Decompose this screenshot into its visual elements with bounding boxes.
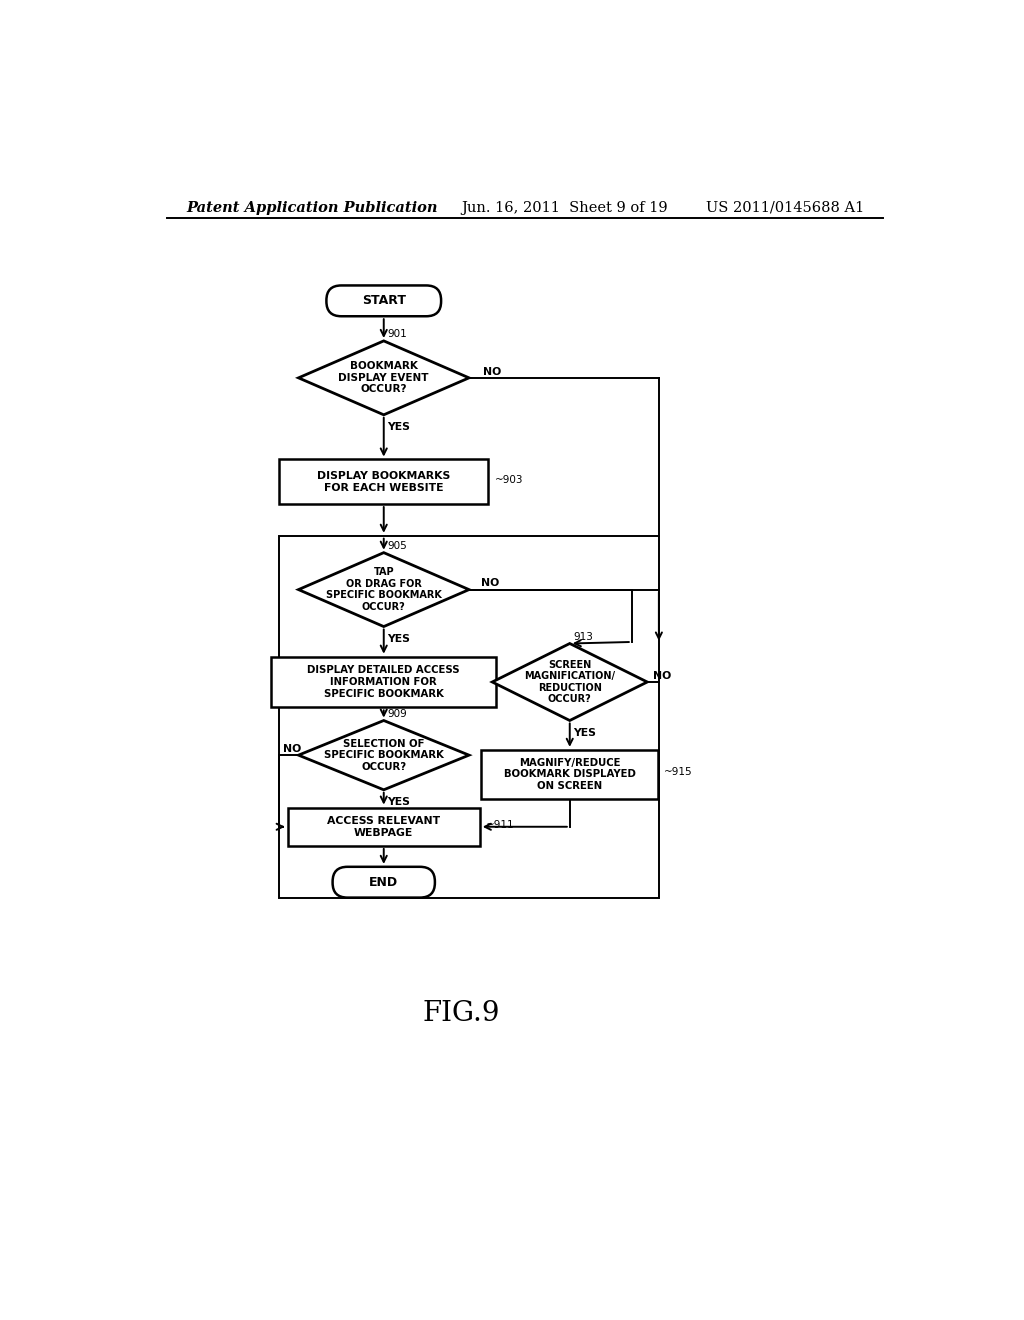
- Text: SELECTION OF
SPECIFIC BOOKMARK
OCCUR?: SELECTION OF SPECIFIC BOOKMARK OCCUR?: [324, 739, 443, 772]
- Text: 901: 901: [388, 330, 408, 339]
- Bar: [288, 808, 480, 846]
- Text: NO: NO: [653, 671, 672, 681]
- Text: YES: YES: [388, 634, 411, 644]
- Text: NO: NO: [480, 578, 499, 589]
- Text: FIG.9: FIG.9: [423, 999, 500, 1027]
- Text: ACCESS RELEVANT
WEBPAGE: ACCESS RELEVANT WEBPAGE: [328, 816, 440, 838]
- Text: TAP
OR DRAG FOR
SPECIFIC BOOKMARK
OCCUR?: TAP OR DRAG FOR SPECIFIC BOOKMARK OCCUR?: [326, 568, 441, 612]
- Text: US 2011/0145688 A1: US 2011/0145688 A1: [706, 201, 864, 215]
- Text: ~911: ~911: [486, 820, 515, 830]
- Text: MAGNIFY/REDUCE
BOOKMARK DISPLAYED
ON SCREEN: MAGNIFY/REDUCE BOOKMARK DISPLAYED ON SCR…: [504, 758, 636, 791]
- Bar: [481, 750, 658, 799]
- Polygon shape: [299, 553, 469, 627]
- Polygon shape: [299, 341, 469, 414]
- Text: SCREEN
MAGNIFICATION/
REDUCTION
OCCUR?: SCREEN MAGNIFICATION/ REDUCTION OCCUR?: [524, 660, 615, 705]
- Polygon shape: [299, 721, 469, 789]
- FancyBboxPatch shape: [327, 285, 441, 317]
- Text: Jun. 16, 2011  Sheet 9 of 19: Jun. 16, 2011 Sheet 9 of 19: [461, 201, 668, 215]
- Text: 913: 913: [573, 632, 594, 642]
- Text: BOOKMARK
DISPLAY EVENT
OCCUR?: BOOKMARK DISPLAY EVENT OCCUR?: [339, 362, 429, 395]
- Bar: [271, 656, 496, 708]
- Text: DISPLAY BOOKMARKS
FOR EACH WEBSITE: DISPLAY BOOKMARKS FOR EACH WEBSITE: [317, 471, 451, 492]
- Bar: [280, 536, 658, 898]
- Text: YES: YES: [388, 797, 411, 807]
- Text: 909: 909: [388, 709, 408, 719]
- Text: YES: YES: [388, 422, 411, 432]
- FancyBboxPatch shape: [333, 867, 435, 898]
- Text: 905: 905: [388, 541, 408, 552]
- Text: ~903: ~903: [495, 475, 523, 484]
- Text: Patent Application Publication: Patent Application Publication: [186, 201, 437, 215]
- Text: NO: NO: [283, 744, 301, 754]
- Polygon shape: [493, 644, 647, 721]
- Text: START: START: [361, 294, 406, 308]
- Text: END: END: [370, 875, 398, 888]
- Text: YES: YES: [573, 727, 597, 738]
- Bar: [280, 459, 488, 504]
- Text: DISPLAY DETAILED ACCESS
INFORMATION FOR
SPECIFIC BOOKMARK: DISPLAY DETAILED ACCESS INFORMATION FOR …: [307, 665, 460, 698]
- Text: NO: NO: [483, 367, 501, 376]
- Text: ~915: ~915: [665, 767, 693, 777]
- Text: ~907: ~907: [503, 675, 530, 685]
